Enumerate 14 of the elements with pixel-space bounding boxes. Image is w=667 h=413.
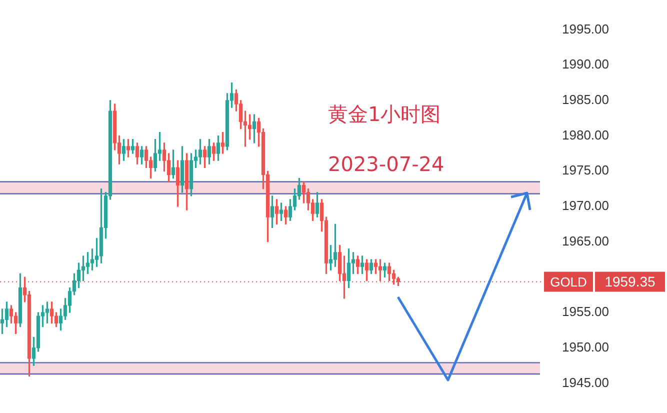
text: 黄金1小时图	[328, 102, 441, 126]
ref-line-label: 1959.35	[604, 274, 656, 290]
y-tick-label: 1965.00	[562, 233, 609, 248]
y-tick-label: 1995.00	[562, 21, 609, 36]
y-tick-label: 1955.00	[562, 304, 609, 320]
y-tick-label: 1970.00	[562, 198, 609, 214]
y-tick-label: 1950.00	[562, 339, 609, 354]
y-tick-label: 1985.00	[562, 92, 609, 108]
text: GOLD	[550, 274, 587, 290]
y-tick-label: 1990.00	[562, 56, 609, 72]
text: 2023-07-24	[328, 152, 444, 176]
y-tick-label: 1980.00	[562, 127, 609, 142]
y-tick-label: 1945.00	[562, 374, 609, 390]
y-tick-label: 1975.00	[562, 162, 609, 178]
